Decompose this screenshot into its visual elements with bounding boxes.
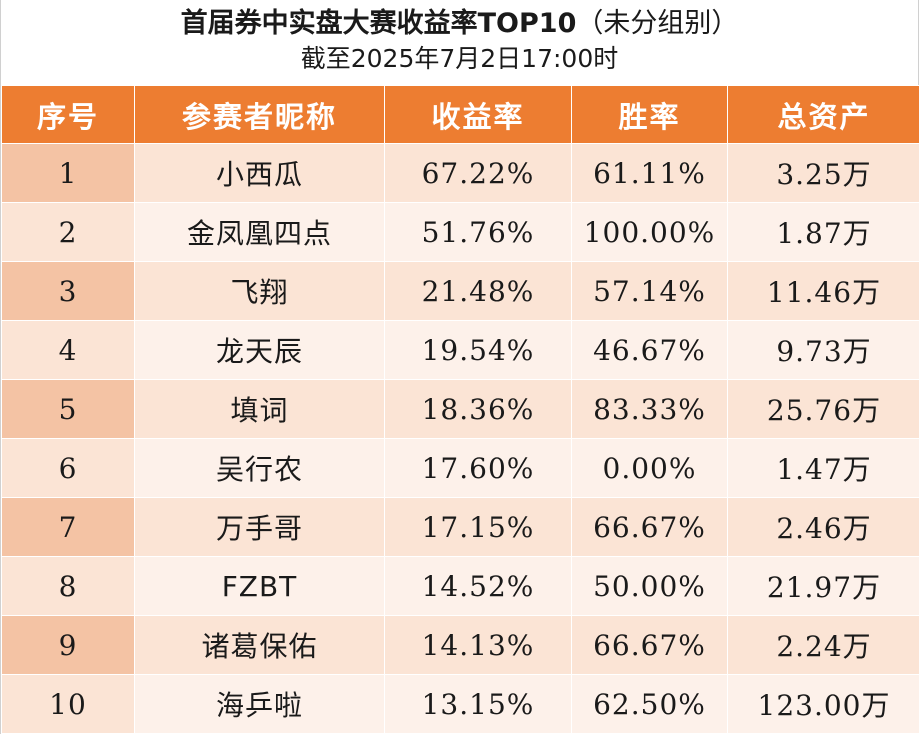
cell-rank[interactable]: 1	[1, 143, 135, 203]
cell-total-assets[interactable]: 3.25万	[727, 143, 919, 203]
cell-total-assets[interactable]: 9.73万	[727, 320, 919, 380]
column-header-rank[interactable]: 序号	[1, 85, 135, 144]
cell-win-rate[interactable]: 66.67%	[571, 497, 728, 557]
cell-return[interactable]: 14.52%	[384, 556, 572, 616]
table-row: 3 飞翔 21.48% 57.14% 11.46万	[1, 261, 919, 321]
title-block: 首届券中实盘大赛收益率TOP10（未分组别） 截至2025年7月2日17:00时	[0, 0, 919, 85]
cell-win-rate[interactable]: 61.11%	[571, 143, 728, 203]
cell-nickname[interactable]: 填词	[134, 379, 385, 439]
cell-rank[interactable]: 6	[1, 438, 135, 498]
cell-total-assets[interactable]: 11.46万	[727, 261, 919, 321]
cell-rank[interactable]: 4	[1, 320, 135, 380]
cell-nickname[interactable]: 飞翔	[134, 261, 385, 321]
cell-nickname[interactable]: 诸葛保佑	[134, 615, 385, 675]
cell-return[interactable]: 13.15%	[384, 674, 572, 734]
sheet-subtitle: 截至2025年7月2日17:00时	[300, 44, 619, 73]
cell-total-assets[interactable]: 21.97万	[727, 556, 919, 616]
column-header-win-rate[interactable]: 胜率	[571, 85, 728, 144]
table-row: 5 填词 18.36% 83.33% 25.76万	[1, 379, 919, 439]
cell-total-assets[interactable]: 25.76万	[727, 379, 919, 439]
cell-nickname[interactable]: FZBT	[134, 556, 385, 616]
cell-nickname[interactable]: 龙天辰	[134, 320, 385, 380]
table-header-row: 序号 参赛者昵称 收益率 胜率 总资产	[1, 85, 919, 144]
cell-return[interactable]: 51.76%	[384, 202, 572, 262]
cell-nickname[interactable]: 吴行农	[134, 438, 385, 498]
column-header-return[interactable]: 收益率	[384, 85, 572, 144]
table-row: 1 小西瓜 67.22% 61.11% 3.25万	[1, 143, 919, 203]
column-header-nickname[interactable]: 参赛者昵称	[134, 85, 385, 144]
cell-return[interactable]: 18.36%	[384, 379, 572, 439]
cell-win-rate[interactable]: 46.67%	[571, 320, 728, 380]
table-row: 8 FZBT 14.52% 50.00% 21.97万	[1, 556, 919, 616]
table-row: 7 万手哥 17.15% 66.67% 2.46万	[1, 497, 919, 557]
cell-rank[interactable]: 10	[1, 674, 135, 734]
title-main: 首届券中实盘大赛收益率TOP10	[180, 8, 577, 39]
cell-total-assets[interactable]: 123.00万	[727, 674, 919, 734]
cell-nickname[interactable]: 万手哥	[134, 497, 385, 557]
table-row: 2 金凤凰四点 51.76% 100.00% 1.87万	[1, 202, 919, 262]
table-row: 4 龙天辰 19.54% 46.67% 9.73万	[1, 320, 919, 380]
table-row: 10 海乒啦 13.15% 62.50% 123.00万	[1, 674, 919, 734]
cell-total-assets[interactable]: 2.46万	[727, 497, 919, 557]
cell-return[interactable]: 17.15%	[384, 497, 572, 557]
cell-win-rate[interactable]: 100.00%	[571, 202, 728, 262]
table-row: 6 吴行农 17.60% 0.00% 1.47万	[1, 438, 919, 498]
cell-return[interactable]: 17.60%	[384, 438, 572, 498]
cell-win-rate[interactable]: 66.67%	[571, 615, 728, 675]
cell-return[interactable]: 19.54%	[384, 320, 572, 380]
cell-win-rate[interactable]: 57.14%	[571, 261, 728, 321]
ranking-table: 序号 参赛者昵称 收益率 胜率 总资产 1 小西瓜 67.22% 61.11% …	[1, 85, 919, 734]
cell-total-assets[interactable]: 2.24万	[727, 615, 919, 675]
cell-total-assets[interactable]: 1.87万	[727, 202, 919, 262]
cell-rank[interactable]: 8	[1, 556, 135, 616]
cell-win-rate[interactable]: 0.00%	[571, 438, 728, 498]
cell-rank[interactable]: 5	[1, 379, 135, 439]
cell-nickname[interactable]: 海乒啦	[134, 674, 385, 734]
cell-rank[interactable]: 2	[1, 202, 135, 262]
cell-rank[interactable]: 9	[1, 615, 135, 675]
cell-return[interactable]: 67.22%	[384, 143, 572, 203]
cell-rank[interactable]: 3	[1, 261, 135, 321]
cell-win-rate[interactable]: 50.00%	[571, 556, 728, 616]
sheet-title: 首届券中实盘大赛收益率TOP10（未分组别）	[1, 0, 918, 41]
table-row: 9 诸葛保佑 14.13% 66.67% 2.24万	[1, 615, 919, 675]
cell-win-rate[interactable]: 83.33%	[571, 379, 728, 439]
cell-nickname[interactable]: 小西瓜	[134, 143, 385, 203]
column-header-total-assets[interactable]: 总资产	[727, 85, 919, 144]
title-paren: （未分组别）	[576, 8, 739, 39]
cell-total-assets[interactable]: 1.47万	[727, 438, 919, 498]
cell-return[interactable]: 21.48%	[384, 261, 572, 321]
cell-rank[interactable]: 7	[1, 497, 135, 557]
cell-win-rate[interactable]: 62.50%	[571, 674, 728, 734]
cell-return[interactable]: 14.13%	[384, 615, 572, 675]
cell-nickname[interactable]: 金凤凰四点	[134, 202, 385, 262]
